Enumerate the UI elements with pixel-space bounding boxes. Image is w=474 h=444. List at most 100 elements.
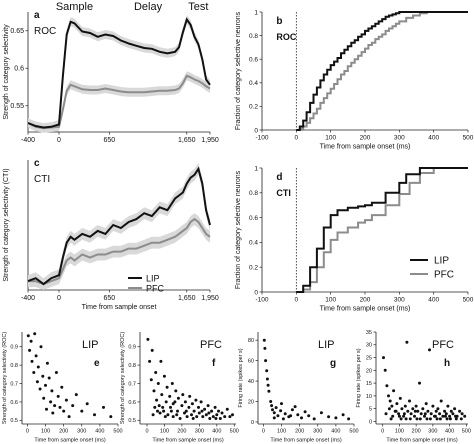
- scatter-point: [156, 409, 159, 413]
- scatter-point: [93, 413, 96, 417]
- scatter-point: [448, 417, 452, 421]
- y-tick-label: 0.4: [249, 80, 258, 87]
- y-axis-label: Firing rate (spikes per s): [356, 348, 362, 407]
- y-tick-label: 15: [366, 381, 372, 387]
- y-tick-label: 0.6: [249, 56, 258, 63]
- scatter-point: [161, 405, 165, 409]
- scatter-point: [151, 413, 155, 417]
- x-tick-label: 0: [295, 297, 299, 304]
- scatter-point: [220, 411, 224, 415]
- scatter-point: [213, 405, 217, 409]
- scatter-point: [184, 409, 188, 413]
- y-axis-label: Strength of category selectivity (ROC): [120, 332, 126, 424]
- series-line-lip: [27, 17, 211, 129]
- scatter-point: [334, 416, 338, 420]
- scatter-point: [153, 405, 157, 409]
- scatter-point: [429, 412, 433, 416]
- axes-g: 0 100 200 300 400 500 0 20 40 60 80 Time from sampl…: [238, 332, 359, 444]
- scatter-point: [399, 417, 403, 421]
- y-tick-label: 0.9: [128, 345, 136, 351]
- scatter-point: [47, 376, 51, 380]
- scatter-point: [71, 404, 75, 408]
- scatter-point: [384, 412, 388, 416]
- scatter-point: [74, 393, 78, 397]
- y-tick-label: 0.7: [10, 381, 18, 387]
- x-tick-label: 100: [325, 135, 336, 142]
- scatter-point: [402, 412, 406, 416]
- x-tick-label: -100: [255, 135, 268, 142]
- scatter-point: [327, 415, 331, 419]
- scatter-point: [293, 405, 297, 409]
- scatter-point: [439, 399, 443, 403]
- scatter-point: [183, 411, 186, 415]
- scatter-point: [387, 394, 390, 398]
- scatter-point: [64, 398, 68, 402]
- scatter-point: [394, 409, 398, 413]
- scatter-point: [183, 400, 187, 404]
- x-tick-label: 1,650: [178, 137, 196, 144]
- scatter-point: [157, 404, 161, 408]
- x-axis-label: Time from sample onset (ms): [152, 438, 223, 444]
- y-tick-label: 40: [248, 379, 254, 385]
- scatter-point: [207, 411, 211, 415]
- scatter-point: [53, 404, 57, 408]
- series-step-pfc: [296, 11, 468, 131]
- scatter-point: [210, 409, 214, 413]
- scatter-point: [266, 383, 270, 387]
- scatter-point: [203, 407, 207, 411]
- x-axis-label: Time from sample onset (ms): [386, 438, 457, 444]
- scatter-point: [414, 404, 418, 408]
- y-tick-label: 0.2: [249, 264, 258, 271]
- series-line-pfc: [28, 217, 211, 286]
- scatter-point: [418, 381, 421, 385]
- scatter-point: [225, 407, 229, 411]
- scatter-point: [267, 389, 271, 393]
- x-tick-label: 500: [113, 429, 122, 435]
- error-band-pfc: [28, 71, 210, 133]
- scatter-point: [34, 354, 38, 358]
- scatter-point: [208, 417, 212, 420]
- scatter-point: [443, 409, 447, 413]
- x-tick-label: 200: [295, 429, 304, 435]
- y-tick-label: 0.65: [10, 28, 24, 35]
- scatter-point: [272, 411, 276, 415]
- x-tick-label: -400: [21, 137, 35, 144]
- scatter-point: [397, 412, 401, 416]
- x-tick-label: 500: [349, 429, 358, 435]
- scatter-point: [175, 413, 179, 417]
- y-axis-label: Fraction of category selective neurons: [235, 170, 242, 289]
- scatter-point: [41, 374, 45, 378]
- x-tick-label: -100: [255, 297, 268, 304]
- series-step-pfc: [296, 167, 468, 293]
- scatter-point: [272, 416, 276, 420]
- scatter-point: [154, 371, 158, 374]
- scatter-point: [303, 410, 307, 414]
- x-tick-label: 100: [325, 297, 336, 304]
- scatter-point: [190, 413, 193, 417]
- scatter-point: [62, 409, 66, 413]
- scatter-point: [451, 412, 455, 416]
- scatter-point: [419, 412, 423, 416]
- scatter-point: [197, 405, 200, 409]
- x-tick-label: 300: [428, 429, 437, 435]
- scatter-point: [434, 409, 438, 413]
- x-tick-label: 200: [177, 429, 186, 435]
- scatter-point: [164, 400, 168, 404]
- scatter-point: [264, 359, 268, 363]
- scatter-point: [38, 387, 42, 391]
- scatter-point: [214, 417, 218, 420]
- x-tick-label: 400: [445, 429, 454, 435]
- x-tick-label: 650: [103, 295, 115, 302]
- scatter-point: [391, 414, 395, 418]
- scatter-point: [388, 399, 392, 403]
- x-tick-label: 500: [463, 297, 474, 304]
- scatter-point: [155, 398, 159, 402]
- scatter-point: [404, 417, 408, 421]
- y-axis-label: Strength of category selectivity: [3, 24, 10, 120]
- scatter-point: [390, 404, 394, 408]
- scatter-point: [281, 417, 285, 421]
- scatter-point: [406, 409, 410, 413]
- scatter-point: [204, 413, 208, 417]
- scatter-point: [174, 389, 178, 393]
